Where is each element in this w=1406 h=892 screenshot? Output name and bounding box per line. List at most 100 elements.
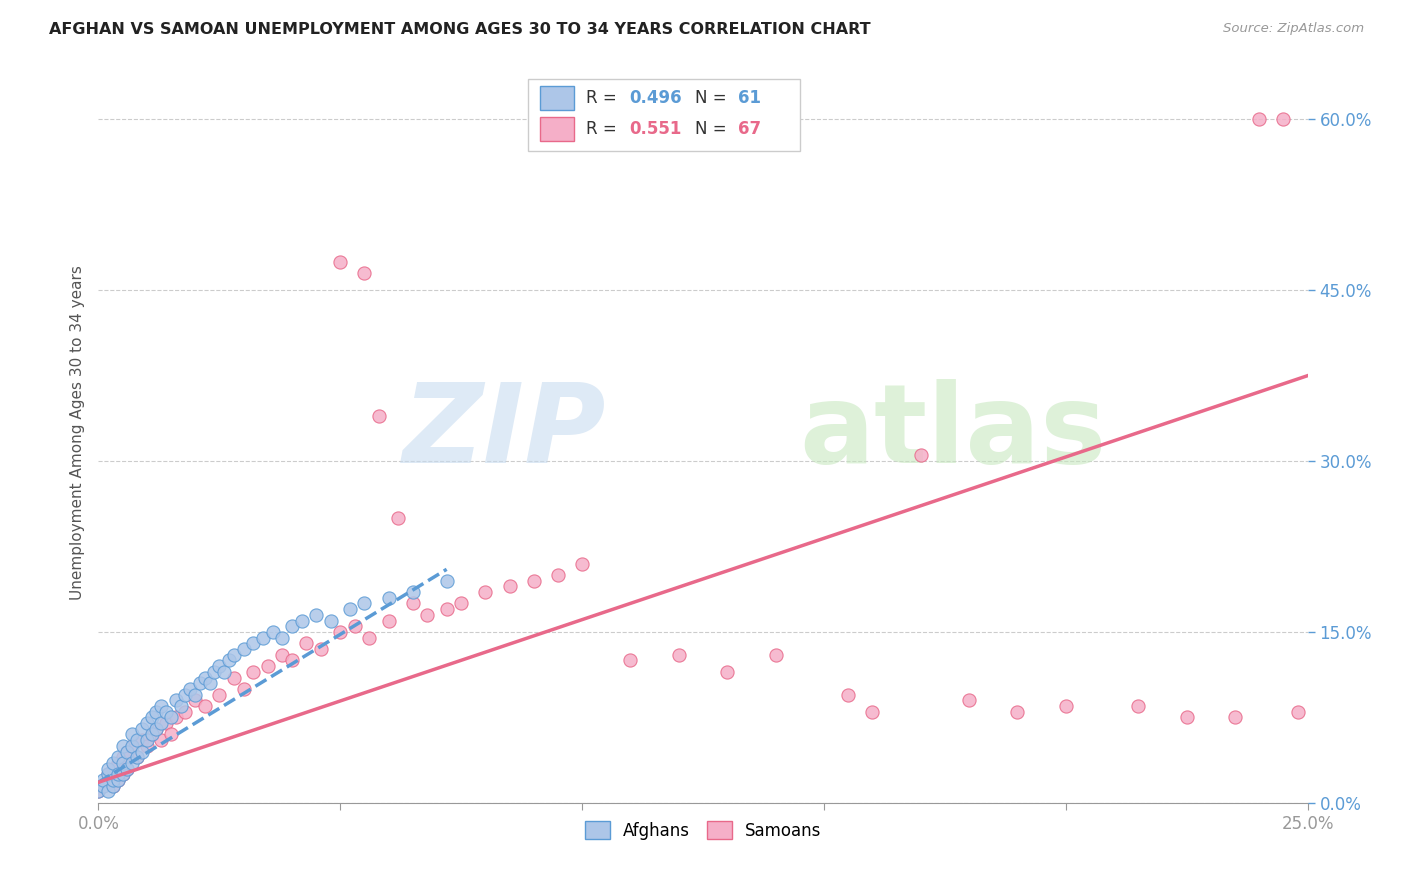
FancyBboxPatch shape	[527, 78, 800, 152]
Point	[87, 784, 110, 798]
Point	[377, 614, 399, 628]
Point	[121, 739, 143, 753]
Point	[135, 739, 157, 753]
Text: Source: ZipAtlas.com: Source: ZipAtlas.com	[1223, 22, 1364, 36]
Point	[416, 607, 439, 622]
Point	[547, 568, 569, 582]
Point	[91, 772, 114, 787]
Point	[1007, 705, 1029, 719]
Point	[1286, 705, 1309, 719]
Point	[837, 688, 859, 702]
Text: 67: 67	[738, 120, 761, 138]
Point	[242, 636, 264, 650]
Point	[131, 722, 153, 736]
Point	[184, 693, 207, 707]
Point	[1249, 112, 1271, 127]
Point	[141, 710, 163, 724]
Point	[127, 750, 149, 764]
Point	[174, 688, 197, 702]
Point	[121, 727, 143, 741]
Point	[111, 750, 134, 764]
Point	[309, 642, 332, 657]
Point	[353, 266, 375, 280]
Point	[319, 614, 342, 628]
Point	[97, 784, 120, 798]
Text: R =: R =	[586, 120, 621, 138]
Point	[145, 722, 167, 736]
Point	[256, 659, 278, 673]
Point	[1054, 698, 1077, 713]
Point	[127, 750, 149, 764]
Point	[107, 767, 129, 781]
Text: ZIP: ZIP	[402, 379, 606, 486]
Point	[329, 624, 352, 639]
Point	[169, 698, 191, 713]
Point	[184, 688, 207, 702]
Point	[242, 665, 264, 679]
Point	[101, 779, 124, 793]
Point	[131, 733, 153, 747]
Text: N =: N =	[695, 89, 731, 107]
Point	[150, 716, 173, 731]
Point	[111, 767, 134, 781]
Point	[343, 619, 366, 633]
FancyBboxPatch shape	[540, 87, 574, 110]
Point	[155, 716, 177, 731]
Point	[131, 745, 153, 759]
Point	[97, 762, 120, 776]
Point	[252, 631, 274, 645]
Point	[91, 779, 114, 793]
Point	[571, 557, 593, 571]
Point	[117, 745, 139, 759]
Point	[141, 727, 163, 741]
Point	[619, 653, 641, 667]
Point	[281, 619, 304, 633]
Point	[107, 772, 129, 787]
Point	[1223, 710, 1246, 724]
Point	[87, 784, 110, 798]
Point	[111, 739, 134, 753]
Point	[498, 579, 520, 593]
Point	[165, 693, 187, 707]
Point	[271, 631, 294, 645]
Point	[150, 698, 173, 713]
Point	[111, 767, 134, 781]
Point	[262, 624, 284, 639]
Legend: Afghans, Samoans: Afghans, Samoans	[578, 814, 828, 847]
Point	[117, 745, 139, 759]
Point	[957, 693, 980, 707]
Point	[208, 659, 231, 673]
Point	[150, 733, 173, 747]
Point	[204, 665, 226, 679]
Point	[305, 607, 328, 622]
Point	[1175, 710, 1198, 724]
Point	[281, 653, 304, 667]
Point	[218, 653, 240, 667]
Point	[668, 648, 690, 662]
Point	[101, 762, 124, 776]
Point	[155, 705, 177, 719]
Point	[107, 772, 129, 787]
Point	[145, 705, 167, 719]
Point	[97, 767, 120, 781]
Point	[188, 676, 211, 690]
Point	[127, 733, 149, 747]
Point	[165, 710, 187, 724]
Point	[107, 756, 129, 770]
Point	[91, 779, 114, 793]
Point	[295, 636, 318, 650]
Point	[339, 602, 361, 616]
Point	[97, 767, 120, 781]
Point	[387, 511, 409, 525]
Point	[222, 648, 245, 662]
Point	[232, 642, 254, 657]
Point	[402, 597, 425, 611]
Text: AFGHAN VS SAMOAN UNEMPLOYMENT AMONG AGES 30 TO 34 YEARS CORRELATION CHART: AFGHAN VS SAMOAN UNEMPLOYMENT AMONG AGES…	[49, 22, 870, 37]
Point	[377, 591, 399, 605]
Point	[194, 698, 217, 713]
Point	[135, 733, 157, 747]
Text: N =: N =	[695, 120, 731, 138]
Point	[212, 665, 235, 679]
Point	[141, 727, 163, 741]
Text: 61: 61	[738, 89, 761, 107]
